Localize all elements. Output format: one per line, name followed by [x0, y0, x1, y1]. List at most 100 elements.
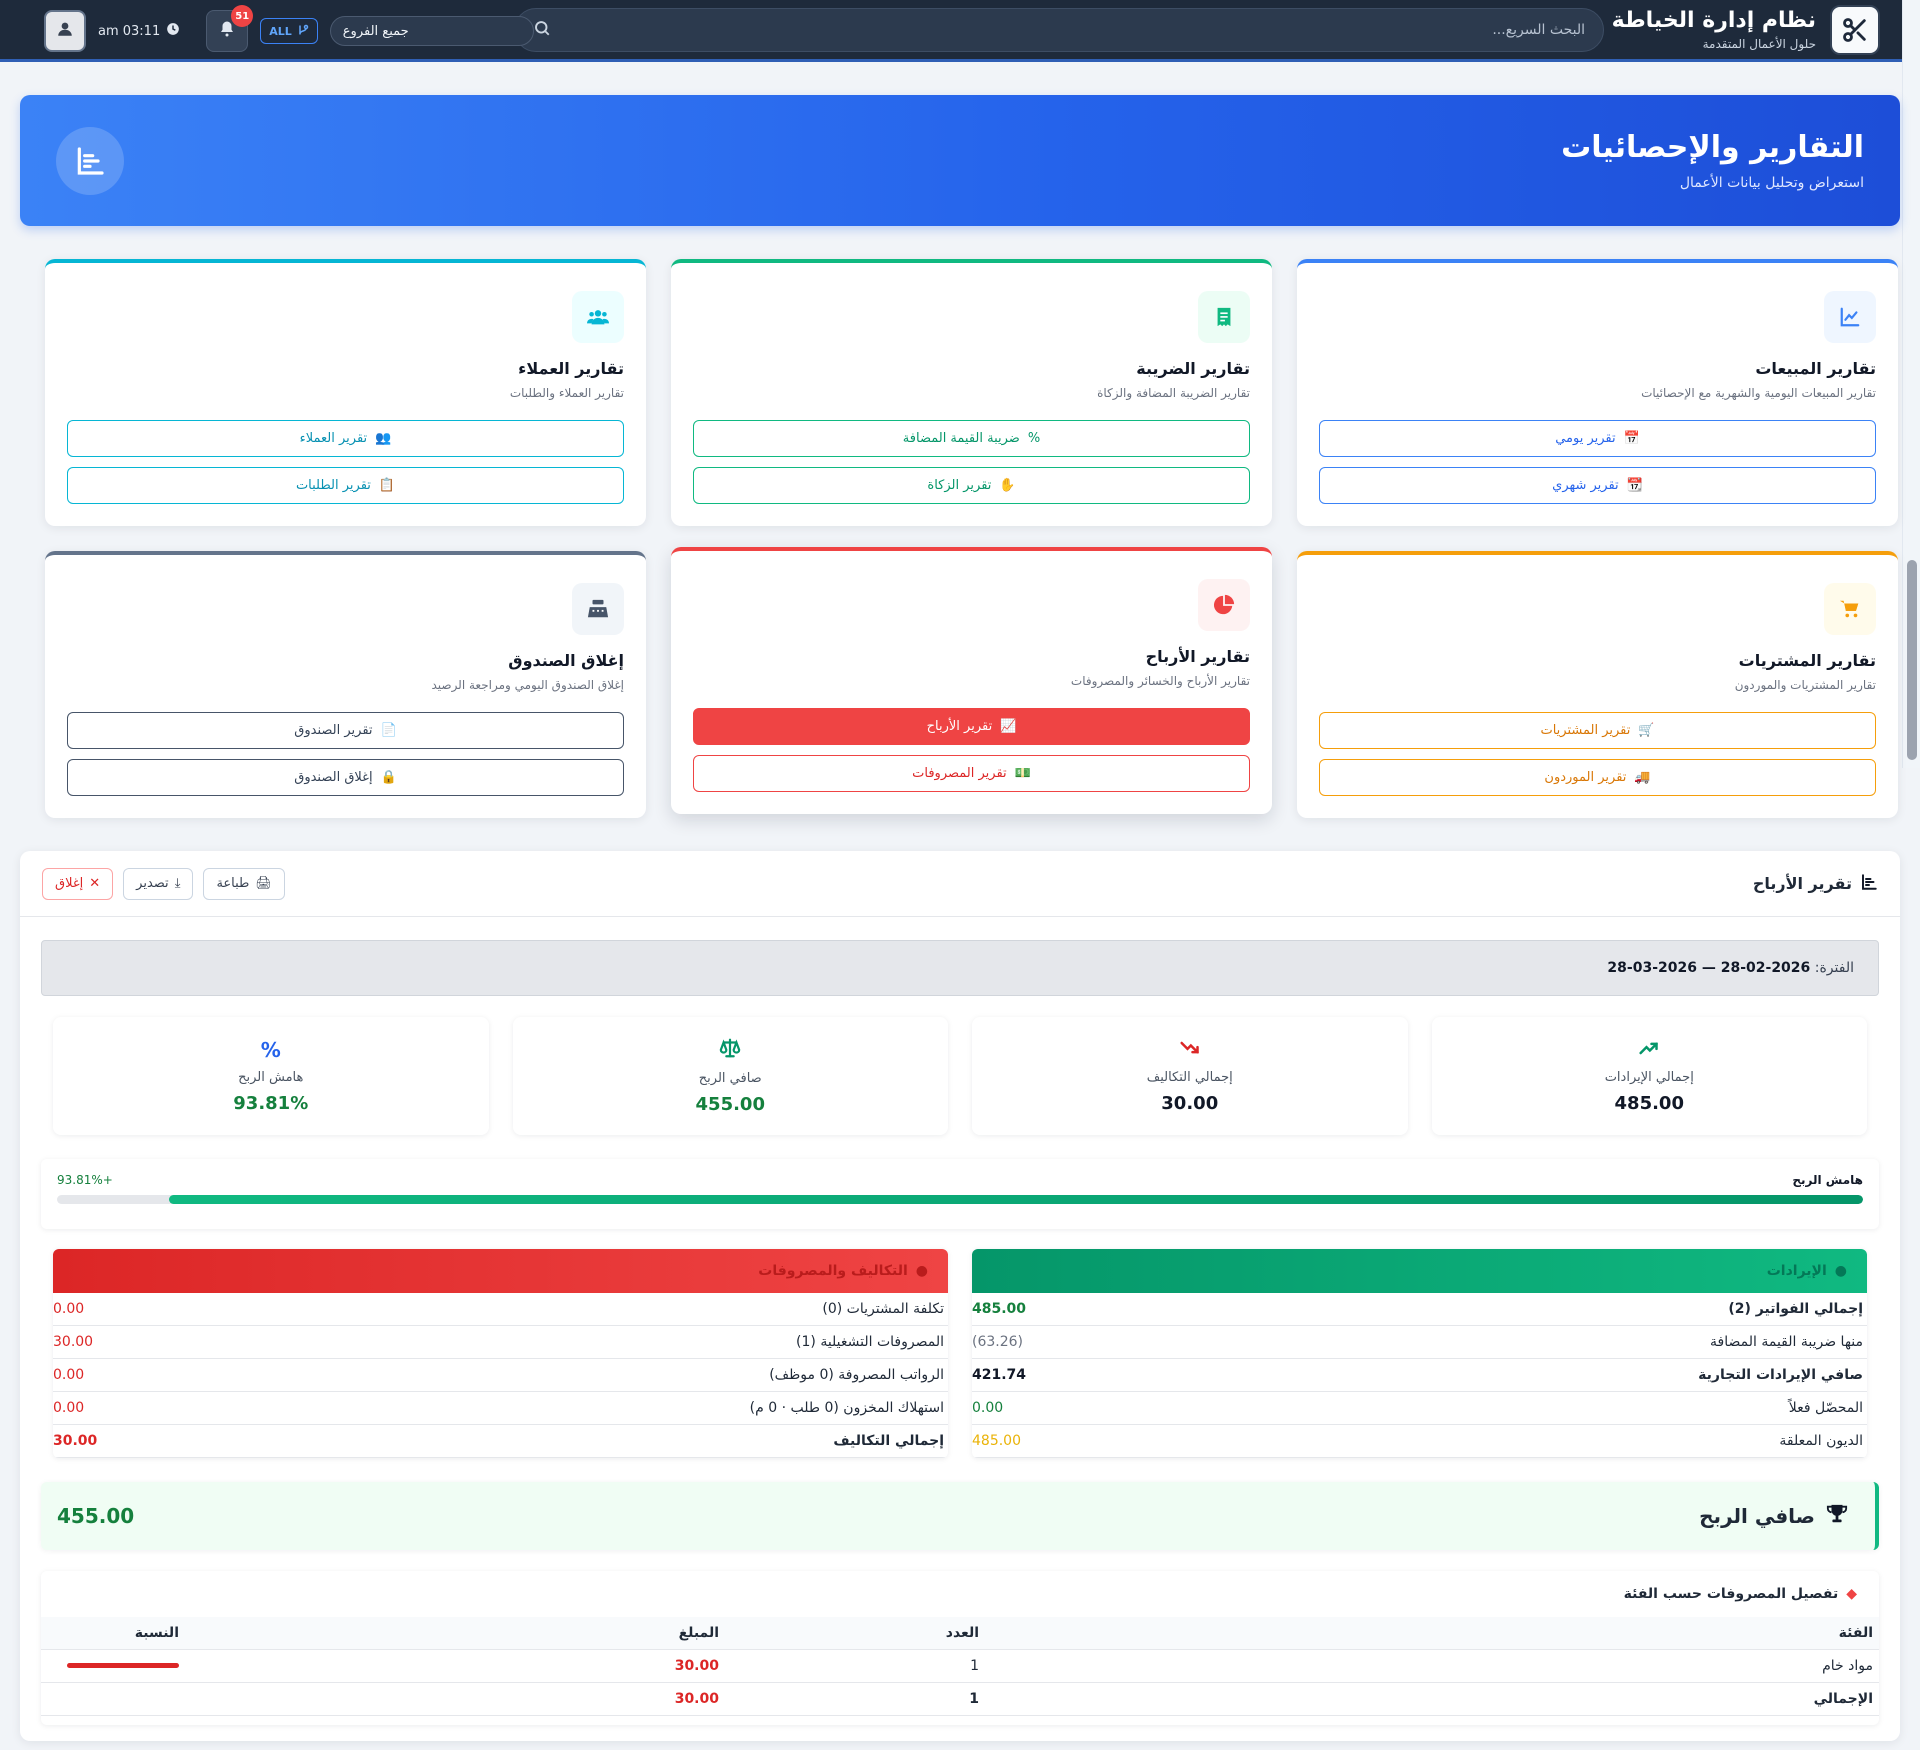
kpi-value: 455.00 — [695, 1094, 765, 1115]
search-input[interactable]: البحث السريع... — [514, 7, 1604, 52]
revenues-header: ● الإيرادات — [972, 1249, 1867, 1293]
chart-icon — [1860, 873, 1878, 895]
table-row: استهلاك المخزون (0 طلب · 0 م) 0.00 — [53, 1392, 948, 1425]
card-title: تقارير العملاء — [518, 359, 624, 378]
card-customer-reports: تقارير العملاء تقارير العملاء والطلبات 👥… — [45, 259, 646, 526]
receipt-icon: ● — [915, 1263, 928, 1279]
close-button[interactable]: إغلاق ✕ — [42, 867, 114, 900]
cashbox-report-button[interactable]: 📄 تقرير الصندوق — [67, 712, 624, 749]
branch-select[interactable]: جميع الفروع — [329, 16, 534, 46]
brand[interactable]: نظام إدارة الخياطة حلول الأعمال المتقدمة — [1611, 4, 1880, 55]
period-bar: الفترة: 28-02-2026 — 28-03-2026 — [41, 940, 1879, 996]
balance-scale-icon — [717, 1037, 743, 1063]
branch-chip-label: ALL — [269, 24, 292, 38]
column-header: العدد — [719, 1617, 979, 1650]
row-value: 0.00 — [972, 1400, 1004, 1416]
trend-down-icon — [1177, 1038, 1203, 1062]
row-label: استهلاك المخزون (0 طلب · 0 م) — [749, 1400, 944, 1416]
user-icon — [56, 20, 74, 42]
table-row: إجمالي الفواتير (2) 485.00 — [972, 1293, 1867, 1326]
file-icon: 📄 — [380, 723, 397, 738]
download-icon: ⤓ — [174, 876, 181, 891]
net-profit-value: 455.00 — [57, 1504, 135, 1528]
card-cashbox-close: إغلاق الصندوق إغلاق الصندوق اليومي ومراج… — [45, 551, 646, 818]
column-header: الفئة — [979, 1617, 1879, 1650]
row-value: 30.00 — [53, 1433, 98, 1449]
revenues-table: ● الإيرادات إجمالي الفواتير (2) 485.00 منه… — [972, 1249, 1867, 1458]
customers-report-button[interactable]: 👥 تقرير العملاء — [67, 420, 624, 457]
profit-report-button[interactable]: 📈 تقرير الأرباح — [693, 708, 1250, 745]
scrollbar[interactable] — [1902, 0, 1920, 768]
percent-cell — [41, 1649, 199, 1683]
scrollbar-thumb[interactable] — [1907, 560, 1917, 760]
page-header: التقارير والإحصائيات استعراض وتحليل بيان… — [20, 95, 1900, 226]
expenses-report-button[interactable]: 💵 تقرير المصروفات — [693, 755, 1250, 792]
card-description: تقارير العملاء والطلبات — [509, 386, 624, 400]
expenses-table: الفئة العدد المبلغ النسبة مواد خام 1 30.00… — [41, 1617, 1879, 1716]
kpi-label: صافي الربح — [698, 1071, 762, 1086]
money-bill-icon: 💵 — [1014, 766, 1031, 781]
close-cashbox-button[interactable]: 🔒 إغلاق الصندوق — [67, 759, 624, 796]
user-menu-button[interactable] — [44, 10, 86, 52]
lock-icon: 🔒 — [380, 770, 397, 785]
table-row: المصروفات التشغيلية (1) 30.00 — [53, 1326, 948, 1359]
cart-icon: 🛒 — [1638, 723, 1655, 738]
percent-icon: % — [260, 1038, 281, 1062]
button-label: إغلاق الصندوق — [294, 770, 373, 785]
zakat-report-button[interactable]: ✋ تقرير الزكاة — [693, 467, 1250, 504]
kpi-label: إجمالي الإيرادات — [1604, 1070, 1694, 1085]
button-label: تقرير الزكاة — [927, 478, 992, 493]
kpi-value: 485.00 — [1614, 1093, 1684, 1114]
button-label: تقرير الصندوق — [294, 723, 373, 738]
brand-title: نظام إدارة الخياطة — [1611, 8, 1816, 33]
total-label: الإجمالي — [979, 1682, 1879, 1716]
time-text: am 03:11 — [98, 23, 161, 39]
period-value: 28-02-2026 — 28-03-2026 — [1607, 960, 1811, 976]
print-button[interactable]: طباعة 🖨 — [203, 867, 285, 900]
row-value: 421.74 — [972, 1367, 1027, 1383]
shopping-cart-icon — [1824, 583, 1876, 635]
card-title: تقارير الضريبة — [1136, 359, 1250, 378]
button-label: تقرير المشتريات — [1540, 723, 1631, 738]
monthly-report-button[interactable]: 📆 تقرير شهري — [1319, 467, 1876, 504]
button-label: تقرير الموردون — [1544, 770, 1627, 785]
hand-coin-icon: ✋ — [999, 478, 1016, 493]
export-button[interactable]: تصدير ⤓ — [123, 867, 194, 900]
panel-title: تقرير الأرباح — [1753, 873, 1878, 895]
notifications-button[interactable]: 51 — [206, 5, 254, 52]
category-cell: مواد خام — [979, 1649, 1879, 1683]
expenses-title: ◆ تفصيل المصروفات حسب الفئة — [41, 1571, 1879, 1617]
row-label: المصروفات التشغيلية (1) — [796, 1334, 944, 1350]
suppliers-report-button[interactable]: 🚚 تقرير الموردون — [1319, 759, 1876, 796]
kpi-value: 30.00 — [1161, 1093, 1219, 1114]
table-row: منها ضريبة القيمة المضافة (63.26) — [972, 1326, 1867, 1359]
calendar-icon: 📆 — [1626, 478, 1643, 493]
purchases-report-button[interactable]: 🛒 تقرير المشتريات — [1319, 712, 1876, 749]
card-title: إغلاق الصندوق — [508, 651, 624, 670]
chart-icon — [56, 126, 124, 195]
costs-header-text: التكاليف والمصروفات — [758, 1263, 908, 1279]
row-label: صافي الإيرادات التجارية — [1698, 1367, 1863, 1383]
daily-report-button[interactable]: 📅 تقرير يومي — [1319, 420, 1876, 457]
vat-report-button[interactable]: % ضريبة القيمة المضافة — [693, 420, 1250, 457]
orders-report-button[interactable]: 📋 تقرير الطلبات — [67, 467, 624, 504]
trend-up-icon — [1636, 1038, 1662, 1062]
card-description: إغلاق الصندوق اليومي ومراجعة الرصيد — [431, 678, 624, 692]
branch-chip[interactable]: ALL — [260, 18, 318, 44]
coins-icon: ● — [1834, 1263, 1847, 1279]
trophy-icon — [1825, 1503, 1849, 1530]
button-label: تقرير الأرباح — [926, 719, 993, 734]
clipboard-icon: 📋 — [378, 478, 396, 493]
net-profit-summary: صافي الربح 455.00 — [41, 1482, 1879, 1550]
scissors-icon — [1830, 4, 1880, 55]
button-label: ضريبة القيمة المضافة — [902, 431, 1020, 446]
page-subtitle: استعراض وتحليل بيانات الأعمال — [1679, 175, 1864, 191]
row-label: منها ضريبة القيمة المضافة — [1710, 1334, 1863, 1350]
total-row: الإجمالي 1 30.00 — [41, 1682, 1879, 1716]
table-row: إجمالي التكاليف 30.00 — [53, 1425, 948, 1458]
row-label: تكلفة المشتريات (0) — [822, 1301, 944, 1317]
tags-icon: ◆ — [1846, 1586, 1857, 1602]
users-icon: 👥 — [375, 431, 392, 446]
close-icon: ✕ — [89, 876, 101, 891]
row-value: 0.00 — [53, 1400, 85, 1416]
